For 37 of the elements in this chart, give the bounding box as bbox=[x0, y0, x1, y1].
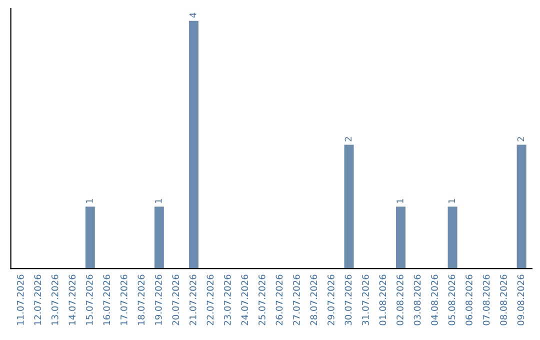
x-tick-label: 01.08.2026 bbox=[379, 274, 386, 326]
x-tick-label: 15.07.2026 bbox=[86, 274, 93, 325]
x-tick-label: 07.08.2026 bbox=[482, 274, 490, 326]
x-tick-label: 08.08.2026 bbox=[500, 274, 507, 326]
x-tick-label: 30.07.2026 bbox=[344, 274, 352, 326]
x-tick-label: 18.07.2026 bbox=[138, 274, 145, 325]
data-label: 4 bbox=[190, 12, 196, 18]
x-tick-label: 02.08.2026 bbox=[396, 274, 404, 326]
x-tick-label: 06.08.2026 bbox=[466, 274, 472, 326]
data-label: 1 bbox=[448, 198, 456, 203]
x-tick-label: 17.07.2026 bbox=[120, 274, 128, 325]
x-tick-label: 19.07.2026 bbox=[154, 274, 162, 325]
x-tick-label: 23.07.2026 bbox=[224, 274, 231, 326]
x-tick-label: 14.07.2026 bbox=[68, 274, 76, 325]
x-tick-label: 09.08.2026 bbox=[517, 274, 524, 326]
x-tick-label: 21.07.2026 bbox=[189, 274, 196, 326]
data-label: 1 bbox=[396, 198, 404, 203]
x-tick-label: 16.07.2026 bbox=[103, 274, 110, 325]
x-tick-label: 25.07.2026 bbox=[258, 274, 266, 326]
x-tick-label: 04.08.2026 bbox=[431, 274, 438, 326]
x-tick-label: 31.07.2026 bbox=[362, 274, 369, 326]
x-tick-label: 03.08.2026 bbox=[414, 274, 421, 326]
x-tick-label: 11.07.2026 bbox=[16, 274, 24, 325]
data-label: 1 bbox=[86, 198, 93, 203]
x-tick-label: 20.07.2026 bbox=[172, 274, 180, 326]
x-tick-label: 27.07.2026 bbox=[293, 274, 300, 326]
data-label: 1 bbox=[155, 198, 162, 203]
x-tick-label: 13.07.2026 bbox=[51, 274, 58, 325]
x-tick-label: 26.07.2026 bbox=[276, 274, 283, 326]
x-tick-label: 29.07.2026 bbox=[328, 274, 334, 326]
x-tick-label: 22.07.2026 bbox=[206, 274, 214, 326]
x-tick-label: 12.07.2026 bbox=[34, 274, 42, 325]
x-tick-label: 28.07.2026 bbox=[310, 274, 318, 326]
x-tick-label: 24.07.2026 bbox=[241, 274, 248, 326]
data-label: 2 bbox=[517, 137, 524, 142]
x-tick-label: 05.08.2026 bbox=[448, 274, 456, 326]
data-label: 2 bbox=[344, 137, 352, 142]
